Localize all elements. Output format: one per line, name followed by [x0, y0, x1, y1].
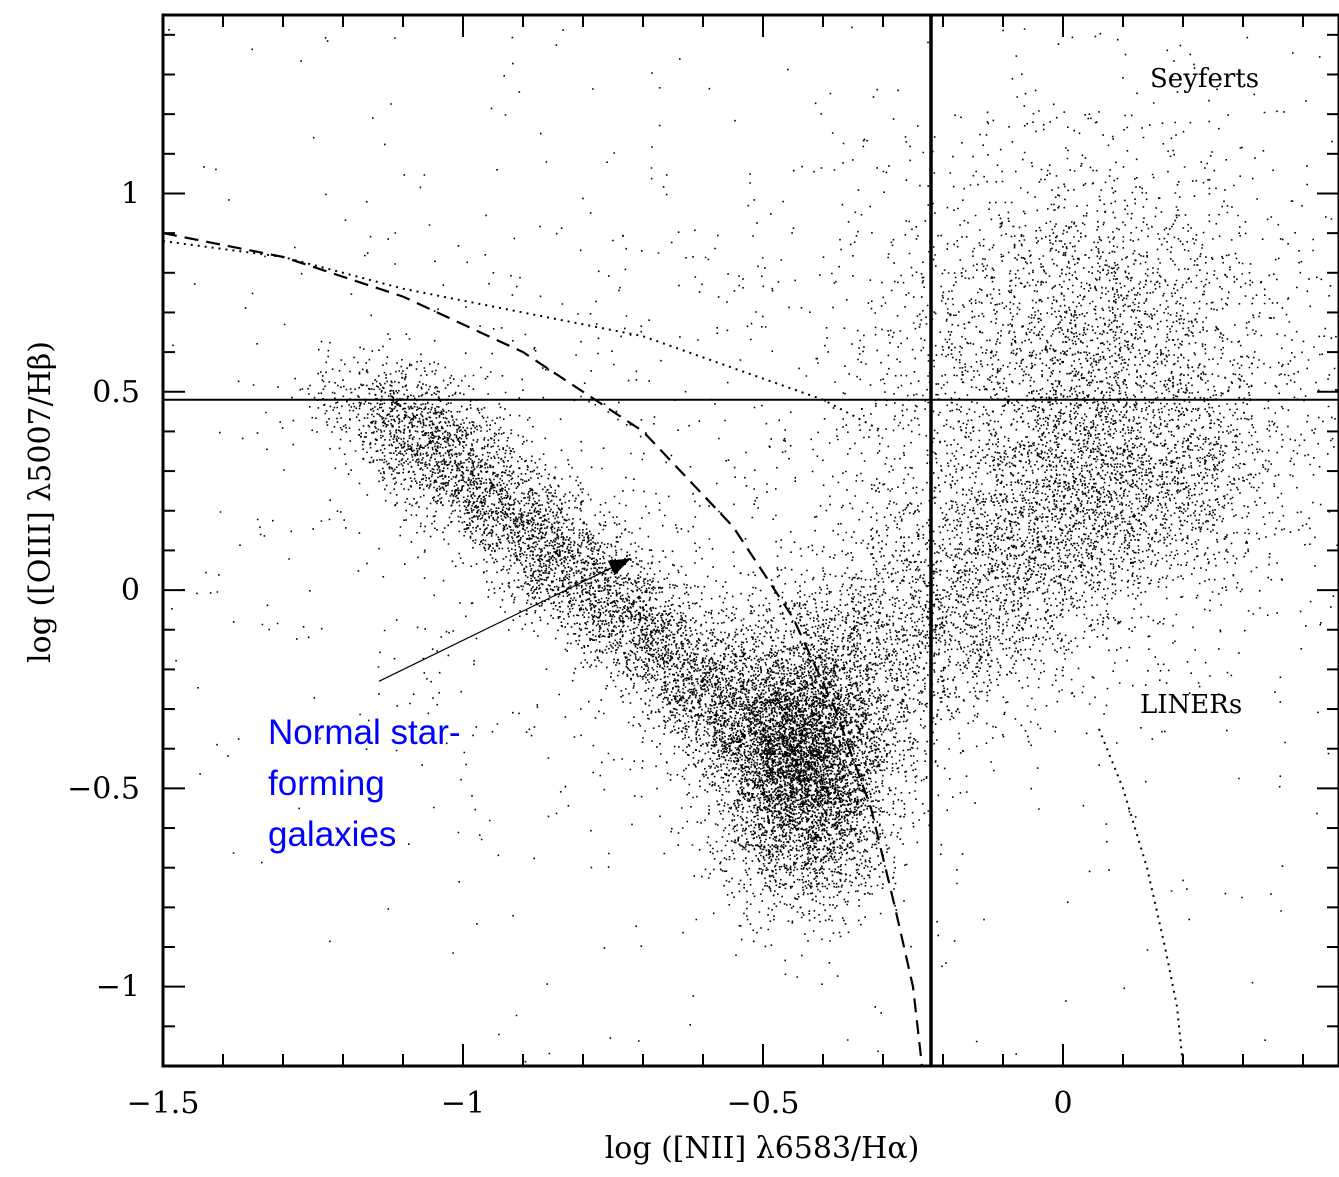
x-tick-label: −0.5: [727, 1086, 800, 1121]
reference-lines: [163, 15, 1339, 1066]
annotation-arrowhead: [607, 558, 631, 576]
y-tick-label: −1: [96, 970, 140, 1005]
x-tick-label: −1: [441, 1086, 485, 1121]
scatter-points: [168, 26, 1338, 1063]
axis-ticks: −1.5 −1 −0.5 0 −1 −0.5 0 0.5 1: [67, 15, 1339, 1121]
x-axis-label: log ([NII] λ6583/Hα): [605, 1131, 920, 1166]
y-tick-label: −0.5: [67, 771, 140, 806]
plot-frame: [161, 13, 1339, 1068]
annotation-line-1: Normal star-: [268, 713, 461, 752]
y-axis-label: log ([OIII] λ5007/Hβ): [23, 341, 58, 663]
scatter-point-group: [291, 333, 939, 985]
classification-curves: [162, 232, 1184, 1067]
y-tick-label: 1: [121, 176, 140, 211]
scatter-point-group: [607, 67, 1321, 829]
region-label-liners: LINERs: [1140, 690, 1242, 720]
annotation-arrow: [378, 557, 632, 682]
annotation-line-2: forming: [268, 764, 385, 803]
x-tick-label: 0: [1053, 1086, 1072, 1121]
y-tick-label: 0.5: [92, 375, 140, 410]
scatter-point-group: [279, 314, 915, 841]
region-label-seyferts: Seyferts: [1150, 64, 1259, 94]
scatter-point-group: [168, 28, 1338, 1063]
curve-dotted-upper: [162, 240, 884, 433]
scatter-point-group: [631, 557, 964, 978]
y-tick-label: 0: [121, 573, 140, 608]
x-tick-label: −1.5: [127, 1086, 200, 1121]
scatter-point-group: [701, 26, 1338, 813]
annotation-line-3: galaxies: [268, 815, 396, 854]
curve-dashed: [162, 232, 924, 1067]
curve-dotted-lower: [1098, 728, 1184, 1067]
